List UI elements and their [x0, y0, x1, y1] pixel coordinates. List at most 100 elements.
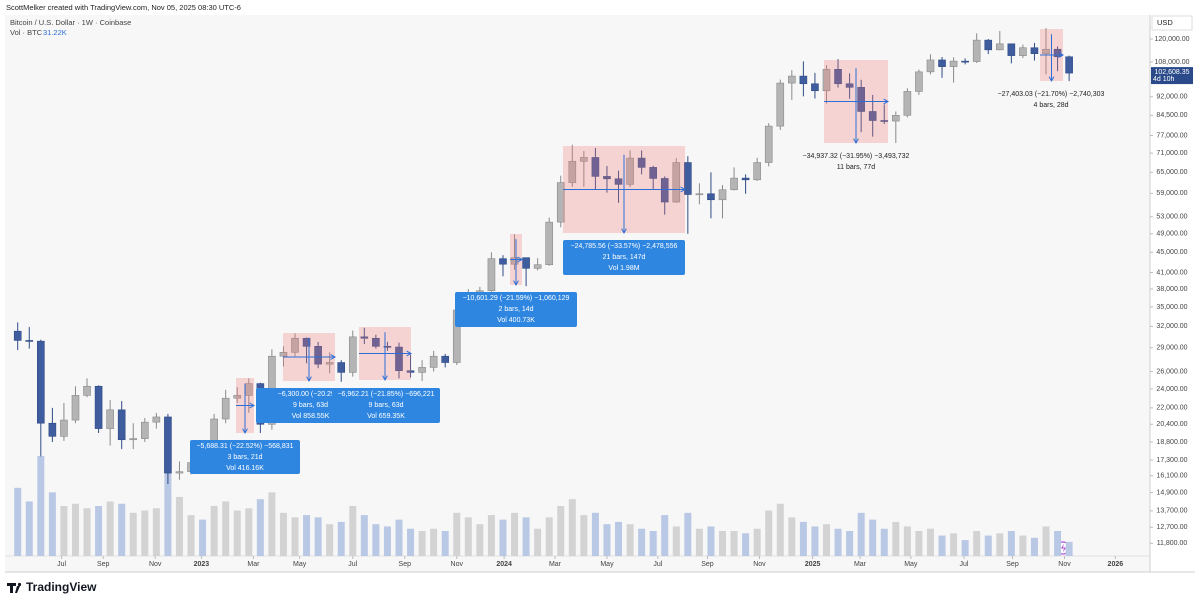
candle-body	[903, 91, 912, 116]
logo-icon	[7, 583, 20, 593]
credit: ScottMelker created with TradingView.com…	[6, 3, 241, 12]
candle-body	[915, 71, 923, 92]
volume-bar	[291, 517, 299, 556]
volume-bar	[926, 528, 934, 556]
measure-label: −10,601.29 (−21.59%) −1,060,129	[463, 295, 570, 302]
candle-body	[279, 352, 288, 357]
x-tick-label: Jul	[960, 561, 969, 568]
candle-body	[741, 177, 750, 181]
candle-body	[291, 337, 299, 353]
measurement: −5,688.31 (−22.52%) −568,831 3 bars, 21d V…	[190, 378, 300, 474]
y-tick-label: 77,000.00	[1156, 132, 1187, 139]
currency[interactable]: USD	[1157, 18, 1173, 27]
candle-body	[441, 355, 450, 363]
volume-bar	[25, 501, 33, 556]
candle-body	[822, 69, 831, 92]
volume-bar	[1065, 541, 1073, 556]
volume-bar	[152, 508, 160, 556]
candle-body	[37, 340, 45, 424]
measure-label: −5,688.31 (−22.52%) −568,831	[196, 443, 293, 450]
measurement: −10,601.29 (−21.59%) −1,060,129 2 bars, 1…	[455, 234, 577, 327]
volume-bar	[83, 508, 91, 556]
candle-body	[533, 264, 542, 269]
candle-body	[48, 422, 57, 437]
y-tick-label: 20,400.00	[1156, 421, 1187, 428]
volume-bar	[892, 521, 900, 556]
candle-body	[60, 419, 68, 437]
candle-body	[776, 82, 785, 127]
candle-body	[233, 395, 242, 399]
candle-body	[660, 178, 669, 203]
arrow-head	[680, 186, 687, 193]
candle-body	[545, 221, 553, 266]
candle-body	[972, 39, 981, 62]
y-tick-label: 16,100.00	[1156, 473, 1187, 480]
volume-bar	[360, 515, 368, 556]
candle-body	[94, 385, 103, 429]
volume-bar	[199, 519, 207, 556]
measure-label: Vol 400.73K	[497, 317, 535, 324]
y-tick-label: 22,000.00	[1156, 405, 1187, 412]
volume-bar	[395, 519, 403, 556]
volume-bar	[1054, 531, 1062, 556]
y-tick-label: 12,700.00	[1156, 524, 1187, 531]
candle-body	[418, 367, 426, 373]
candle-body	[129, 438, 138, 441]
measure-label-box	[455, 292, 577, 327]
arrow-head	[853, 138, 859, 145]
volume-bar	[534, 528, 542, 556]
candle-body	[221, 397, 230, 420]
volume-bar	[591, 512, 599, 556]
volume-bar	[961, 540, 969, 556]
candle-body	[348, 336, 357, 373]
volume-bar	[1030, 537, 1038, 556]
volume-bar	[557, 506, 565, 556]
logo-dot	[17, 582, 22, 587]
x-tick-label: Mar	[247, 561, 260, 568]
volume-bar	[418, 531, 426, 556]
volume-bar	[279, 512, 287, 556]
arrow-head	[330, 354, 337, 360]
y-tick-label: 24,000.00	[1156, 386, 1187, 393]
volume-bar	[499, 519, 507, 556]
candle-body	[799, 75, 808, 85]
volume-bar	[95, 506, 103, 556]
measurement: −34,937.32 (−31.95%) −3,493,732 11 bars, …	[803, 60, 910, 171]
volume-bar	[568, 499, 576, 556]
candle-body	[845, 83, 854, 88]
volume-bar	[430, 528, 438, 556]
y-tick-label: 26,000.00	[1156, 368, 1187, 375]
y-tick-label: 11,800.00	[1157, 540, 1188, 547]
measurement: −27,403.03 (−21.70%) −2,740,303 4 bars, 2…	[998, 29, 1105, 109]
x-tick-label: Jul	[57, 561, 66, 568]
measure-label: Vol 1.98M	[608, 265, 639, 272]
event-bolt	[1061, 543, 1066, 553]
volume-value: 31.22K	[43, 28, 67, 37]
logo[interactable]: TradingView	[7, 580, 97, 594]
measure-label-box	[563, 240, 685, 275]
volume-bar	[314, 517, 322, 556]
y-tick-label: 38,000.00	[1156, 286, 1187, 293]
volume-bar	[383, 526, 391, 556]
candle-body	[684, 162, 692, 195]
x-tick-label: 2023	[194, 561, 210, 568]
last-price: 102,608.35	[1154, 69, 1189, 76]
x-tick-label: May	[600, 561, 614, 568]
chart-pane	[5, 15, 1150, 572]
candle-body	[1065, 56, 1073, 74]
arrow-head	[1058, 52, 1065, 58]
candle-body	[764, 125, 773, 163]
candle-body	[580, 157, 588, 162]
candle-body	[1019, 47, 1027, 56]
arrow-head	[621, 228, 627, 235]
candle-body	[510, 257, 519, 265]
currency-box[interactable]	[1151, 15, 1193, 31]
volume-bar	[164, 469, 172, 556]
volume-bar	[649, 531, 657, 556]
candle-body	[106, 409, 114, 429]
volume-bar	[788, 517, 796, 556]
volume-bar	[256, 499, 264, 556]
measure-label: −6,300.00 (−20.29%)	[278, 391, 344, 398]
candle-body	[71, 395, 80, 421]
